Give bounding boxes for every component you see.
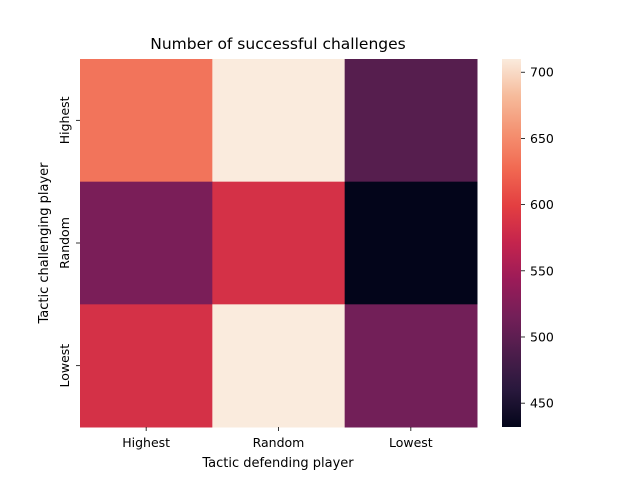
x-tick-label: Lowest <box>389 435 433 450</box>
colorbar-tick-label: 700 <box>530 65 554 80</box>
heatmap-cell <box>80 59 213 183</box>
heatmap-cell <box>212 59 346 183</box>
heatmap-cells <box>80 59 478 428</box>
chart-title: Number of successful challenges <box>150 35 405 53</box>
colorbar-tick-label: 650 <box>530 131 554 146</box>
colorbar-ticks: 450 500 550 600 650 700 <box>521 65 554 411</box>
colorbar <box>502 59 521 427</box>
x-axis-ticks: Highest Random Lowest <box>122 427 433 450</box>
x-tick-label: Random <box>253 435 305 450</box>
y-axis-label: Tactic challenging player <box>37 162 52 325</box>
heatmap-cell <box>80 181 213 305</box>
heatmap-cell <box>212 181 346 305</box>
heatmap-cell <box>344 59 478 183</box>
y-axis-ticks: Highest Random Lowest <box>57 96 80 388</box>
heatmap-cell <box>344 304 478 428</box>
colorbar-tick-label: 550 <box>530 263 554 278</box>
colorbar-tick-label: 600 <box>530 197 554 212</box>
heatmap-cell <box>80 304 213 428</box>
y-tick-label: Lowest <box>57 344 72 388</box>
x-tick-label: Highest <box>122 435 170 450</box>
heatmap-cell <box>212 304 346 428</box>
colorbar-tick-label: 500 <box>530 329 554 344</box>
y-tick-label: Random <box>57 217 72 269</box>
x-axis-label: Tactic defending player <box>201 456 354 471</box>
heatmap-cell <box>344 181 478 305</box>
colorbar-tick-label: 450 <box>530 396 554 411</box>
y-tick-label: Highest <box>57 96 72 144</box>
